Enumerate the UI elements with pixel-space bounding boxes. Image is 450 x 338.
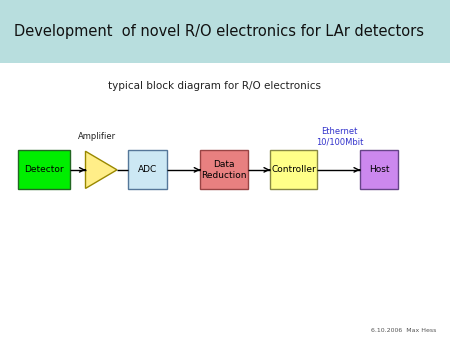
Text: Amplifier: Amplifier: [78, 132, 116, 141]
Bar: [270, 150, 317, 189]
Text: typical block diagram for R/O electronics: typical block diagram for R/O electronic…: [108, 81, 321, 91]
Text: Ethernet
10/100Mbit: Ethernet 10/100Mbit: [316, 127, 364, 147]
Bar: [360, 150, 398, 189]
Bar: [18, 150, 70, 189]
Text: Detector: Detector: [24, 165, 64, 174]
Text: Data
Reduction: Data Reduction: [201, 160, 247, 179]
Text: ADC: ADC: [138, 165, 157, 174]
Text: Development  of novel R/O electronics for LAr detectors: Development of novel R/O electronics for…: [14, 24, 423, 39]
Text: 6.10.2006  Max Hess: 6.10.2006 Max Hess: [371, 328, 436, 333]
Bar: [128, 150, 166, 189]
Text: Host: Host: [369, 165, 389, 174]
Text: Controller: Controller: [271, 165, 316, 174]
Polygon shape: [86, 151, 117, 189]
Bar: [0, 0, 450, 63]
Bar: [200, 150, 248, 189]
